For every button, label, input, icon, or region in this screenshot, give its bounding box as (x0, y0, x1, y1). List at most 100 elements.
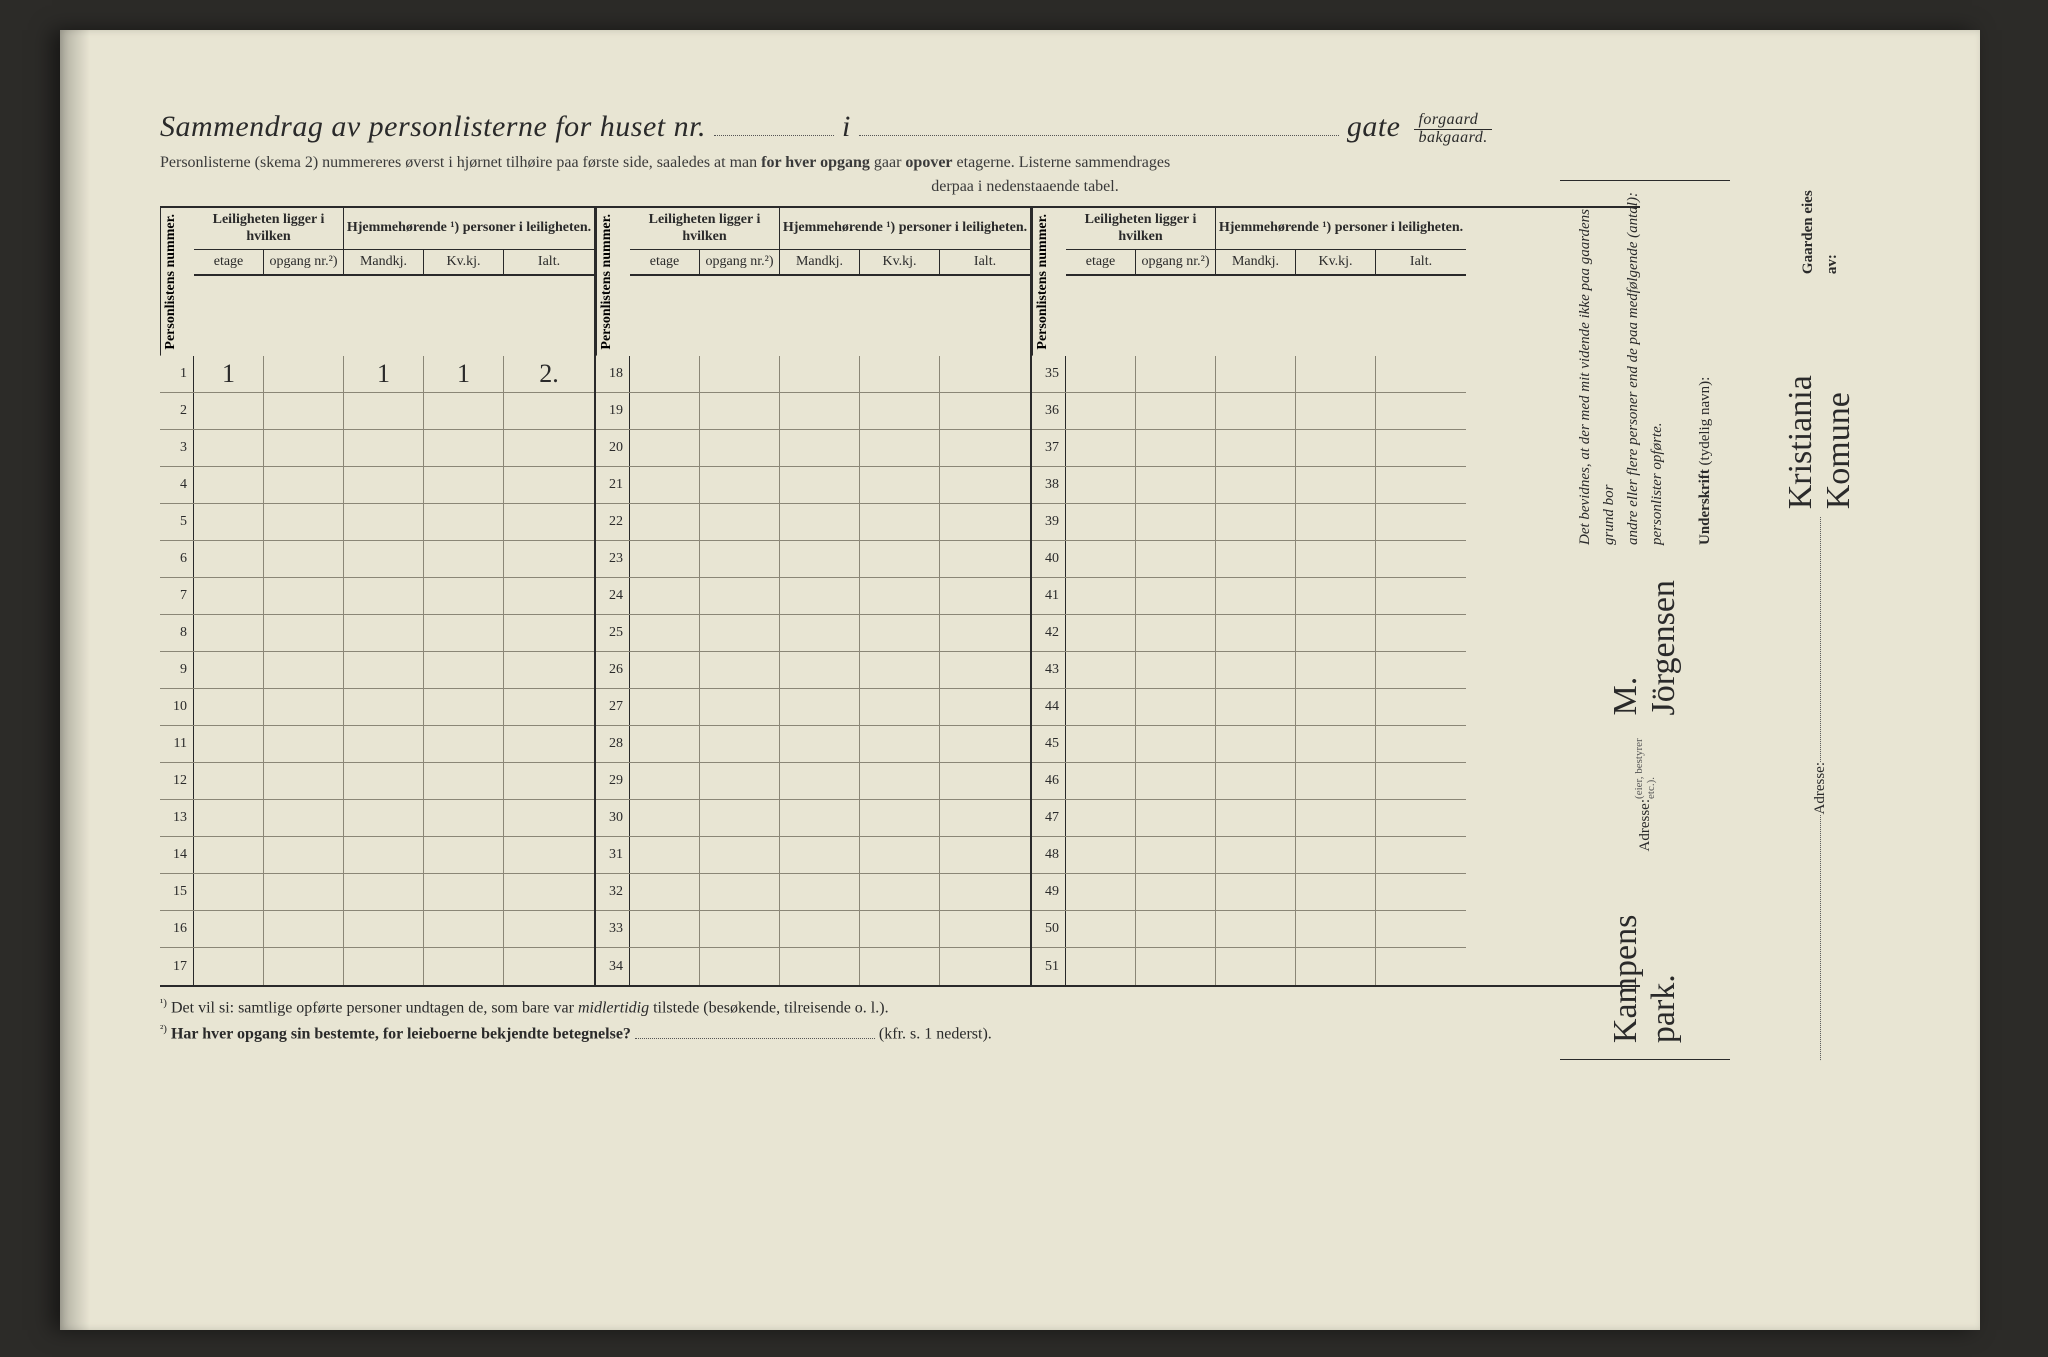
cell-opgang (700, 504, 780, 540)
row-number: 4 (160, 467, 194, 503)
row-number: 1 (160, 356, 194, 392)
cell-mandkj (780, 393, 860, 429)
cell-kvkj: 1 (424, 356, 504, 392)
cell-opgang (1136, 467, 1216, 503)
table-row: 11112. (160, 356, 594, 393)
cell-kvkj (860, 763, 940, 799)
cell-kvkj (1296, 541, 1376, 577)
cell-mandkj (780, 541, 860, 577)
table-row: 4 (160, 467, 594, 504)
cell-opgang (700, 578, 780, 614)
cell-etage (194, 726, 264, 762)
cell-opgang (1136, 911, 1216, 947)
cell-kvkj (1296, 874, 1376, 910)
cell-opgang (1136, 689, 1216, 725)
table-row: 21 (596, 467, 1030, 504)
cell-ialt (940, 504, 1030, 540)
cell-ialt (940, 726, 1030, 762)
cell-ialt (940, 578, 1030, 614)
cell-ialt (1376, 356, 1466, 392)
title-line: Sammendrag av personlisterne for huset n… (160, 110, 1890, 146)
table-row: 19 (596, 393, 1030, 430)
cell-etage (630, 467, 700, 503)
owner-label: Gaarden eies av: (1796, 180, 1844, 274)
cell-opgang (264, 837, 344, 873)
title-gate: gate (1347, 110, 1401, 143)
cell-ialt: 2. (504, 356, 594, 392)
cell-etage (194, 763, 264, 799)
cell-kvkj (1296, 430, 1376, 466)
cell-kvkj (424, 948, 504, 985)
cell-mandkj (344, 874, 424, 910)
cell-opgang (700, 393, 780, 429)
attest-text: Det bevidnes, at der med mit vidende ikk… (1573, 189, 1717, 545)
table-block: Personlistens nummer.Leiligheten ligger … (160, 208, 594, 985)
cell-mandkj (780, 578, 860, 614)
cell-ialt (1376, 874, 1466, 910)
cell-kvkj (1296, 837, 1376, 873)
sig-role: (eier, bestyrer etc.). (1633, 723, 1657, 799)
table-block: Personlistens nummer.Leiligheten ligger … (1030, 208, 1466, 985)
cell-etage (194, 467, 264, 503)
col-ialt: Ialt. (1376, 250, 1466, 274)
cell-ialt (504, 652, 594, 688)
cell-kvkj (860, 948, 940, 985)
col-personlistens-nummer: Personlistens nummer. (596, 208, 630, 356)
cell-opgang (1136, 430, 1216, 466)
cell-opgang (1136, 837, 1216, 873)
table-row: 29 (596, 763, 1030, 800)
cell-etage (194, 615, 264, 651)
cell-opgang (1136, 393, 1216, 429)
cell-opgang (264, 874, 344, 910)
cell-ialt (504, 911, 594, 947)
cell-ialt (504, 948, 594, 985)
cell-etage (1066, 504, 1136, 540)
table-row: 41 (1032, 578, 1466, 615)
cell-mandkj (780, 467, 860, 503)
row-number: 14 (160, 837, 194, 873)
cell-etage (1066, 800, 1136, 836)
cell-mandkj (780, 430, 860, 466)
cell-ialt (1376, 467, 1466, 503)
attest-l3: personlister opførte. (1649, 423, 1665, 546)
table-row: 35 (1032, 356, 1466, 393)
cell-opgang (1136, 948, 1216, 985)
cell-mandkj (1216, 467, 1296, 503)
table-block: Personlistens nummer.Leiligheten ligger … (594, 208, 1030, 985)
cell-opgang (264, 800, 344, 836)
forgaard-bakgaard: forgaard bakgaard. (1414, 112, 1491, 147)
col-opgang: opgang nr.²) (264, 250, 344, 274)
cell-kvkj (424, 430, 504, 466)
cell-opgang (700, 948, 780, 985)
cell-opgang (700, 615, 780, 651)
attest-l1: Det bevidnes, at der med mit vidende ikk… (1577, 209, 1617, 545)
table-row: 14 (160, 837, 594, 874)
instr1-b1: for hver opgang (761, 154, 870, 171)
cell-opgang (1136, 504, 1216, 540)
cell-opgang (700, 763, 780, 799)
row-number: 38 (1032, 467, 1066, 503)
row-number: 43 (1032, 652, 1066, 688)
table-row: 27 (596, 689, 1030, 726)
cell-etage (630, 763, 700, 799)
col-mandkj: Mandkj. (344, 250, 424, 274)
col-hjemmehorende: Hjemmehørende ¹) personer i leiligheten. (344, 208, 594, 248)
cell-ialt (940, 652, 1030, 688)
attest-adresse: Kampens park. (1607, 860, 1683, 1043)
cell-ialt (1376, 948, 1466, 985)
table-row: 50 (1032, 911, 1466, 948)
cell-etage (194, 393, 264, 429)
col-ialt: Ialt. (504, 250, 594, 274)
cell-kvkj (860, 652, 940, 688)
cell-ialt (504, 578, 594, 614)
cell-opgang (264, 578, 344, 614)
row-number: 26 (596, 652, 630, 688)
cell-mandkj (344, 541, 424, 577)
fn1-i: midlertidig (578, 999, 649, 1016)
col-leiligheten: Leiligheten ligger i hvilken (194, 208, 344, 248)
cell-opgang (264, 467, 344, 503)
table-row: 7 (160, 578, 594, 615)
col-hjemmehorende: Hjemmehørende ¹) personer i leiligheten. (780, 208, 1030, 248)
cell-kvkj (1296, 948, 1376, 985)
attest-adr-l: Adresse: (1637, 799, 1653, 852)
